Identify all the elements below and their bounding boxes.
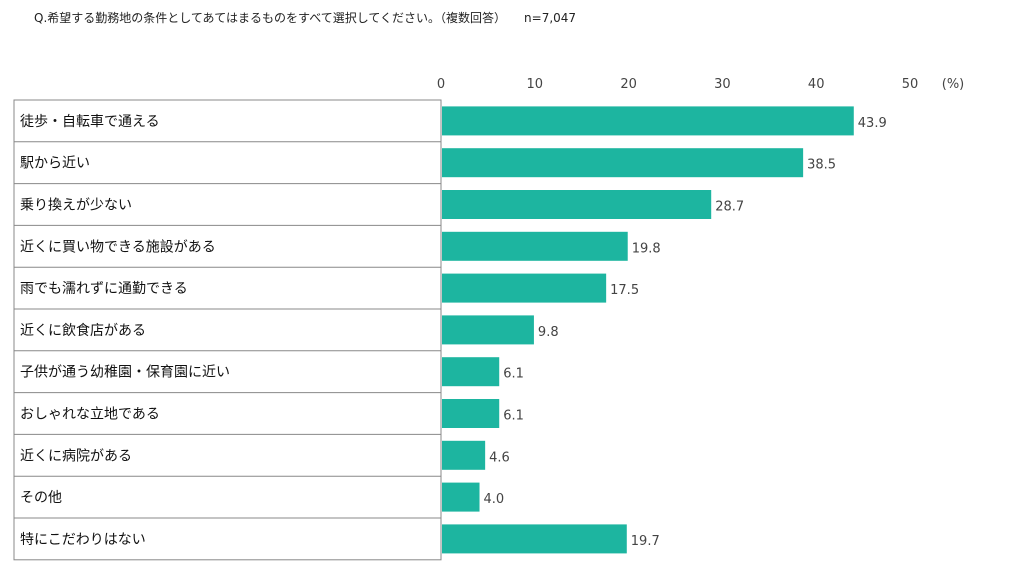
value-label: 19.8 [632, 241, 661, 256]
category-label: おしゃれな立地である [20, 407, 160, 423]
value-label: 38.5 [807, 158, 836, 173]
bar [442, 440, 486, 470]
bar [442, 190, 712, 219]
question-text: Q.希望する勤務地の条件としてあてはまるものをすべて選択してください。（複数回答… [34, 9, 576, 26]
bar [442, 315, 534, 345]
category-label: 近くに飲食店がある [20, 322, 146, 339]
value-label: 4.6 [489, 450, 510, 465]
category-label: 近くに買い物できる施設がある [20, 239, 216, 255]
bar [442, 106, 854, 136]
value-label: 9.8 [538, 325, 559, 340]
category-label: 特にこだわりはない [20, 532, 146, 548]
x-tick-label: 0 [437, 77, 445, 92]
category-label: 近くに病院がある [20, 448, 132, 464]
x-unit-label: (%) [942, 77, 965, 92]
x-tick-label: 20 [620, 77, 637, 92]
bar [442, 524, 627, 554]
bar [442, 399, 500, 428]
category-label: 駅から近い [20, 156, 90, 172]
x-tick-label: 30 [714, 77, 731, 92]
sample-size: n=7,047 [524, 11, 577, 25]
question-label: Q.希望する勤務地の条件としてあてはまるものをすべて選択してください。（複数回答… [34, 11, 507, 25]
x-tick-label: 40 [808, 77, 825, 92]
bar [442, 357, 500, 387]
category-label: 乗り換えが少ない [20, 198, 132, 214]
value-label: 6.1 [503, 367, 524, 382]
x-tick-label: 10 [527, 77, 544, 92]
bar [442, 148, 804, 178]
category-label: 子供が通う幼稚園・保育園に近い [20, 365, 230, 381]
category-label: 雨でも濡れずに通勤できる [20, 281, 188, 297]
value-label: 17.5 [610, 283, 639, 298]
value-label: 43.9 [858, 116, 887, 131]
bar [442, 273, 607, 303]
value-label: 28.7 [715, 200, 744, 215]
x-tick-label: 50 [902, 77, 919, 92]
category-label: 徒歩・自転車で通える [20, 113, 160, 130]
value-label: 4.0 [484, 492, 505, 507]
bar [442, 231, 628, 261]
bar [442, 482, 480, 512]
value-label: 6.1 [503, 409, 524, 424]
category-label: その他 [20, 490, 62, 506]
value-label: 19.7 [631, 534, 660, 549]
